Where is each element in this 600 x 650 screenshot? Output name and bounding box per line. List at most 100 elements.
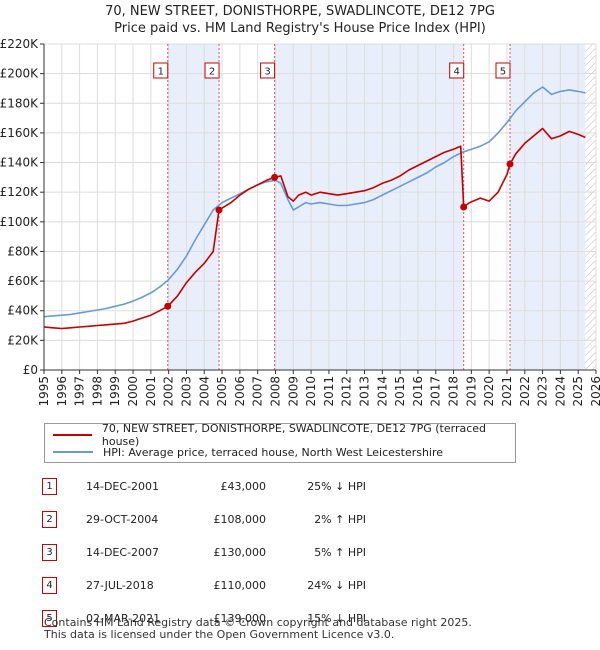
sale-label-box xyxy=(153,62,169,79)
sale-label-box xyxy=(204,62,220,79)
row-number: 5 xyxy=(42,610,57,627)
axes: £0 £20K £40K £60K £80K £100K £120K £140K £160K £1… xyxy=(0,37,600,407)
row-hpi-diff: 5% ↑ HPI xyxy=(314,546,366,559)
table-row: 4 27-JUL-2018 £110,000 24% ↓ HPI xyxy=(42,569,366,602)
x-tick-label: 1997 xyxy=(73,376,87,407)
y-tick-label: £180K xyxy=(0,96,39,110)
shaded-period xyxy=(167,44,220,370)
y-tick-label: £0 xyxy=(23,363,38,377)
x-tick-label: 1996 xyxy=(55,376,69,407)
row-date: 29-OCT-2004 xyxy=(86,513,159,526)
y-tick-label: £100K xyxy=(0,215,39,229)
sale-point xyxy=(215,206,223,214)
y-tick-label: £60K xyxy=(7,274,39,288)
y-tick-label: £140K xyxy=(0,156,39,170)
x-tick-label: 2005 xyxy=(215,376,229,407)
y-tick-label: £220K xyxy=(0,37,39,51)
shaded-period xyxy=(509,44,586,370)
shaded-period xyxy=(274,44,464,370)
legend: 70, NEW STREET, DONISTHORPE, SWADLINCOTE… xyxy=(44,422,516,463)
x-tick-label: 2003 xyxy=(179,376,193,407)
x-tick-label: 2009 xyxy=(286,376,300,407)
sale-points xyxy=(164,160,514,310)
x-tick-label: 2023 xyxy=(536,376,550,407)
row-number: 2 xyxy=(42,511,57,528)
sale-labels: 1 2 3 4 5 xyxy=(153,62,511,79)
hpi-line xyxy=(44,86,586,318)
row-price: £139,000 xyxy=(213,612,267,625)
sale-label-box xyxy=(449,62,465,79)
x-tick-label: 2018 xyxy=(447,376,461,407)
row-price: £108,000 xyxy=(213,513,267,526)
x-tick-label: 2011 xyxy=(322,376,336,407)
sale-label-box xyxy=(495,62,511,79)
sale-label-number: 3 xyxy=(264,67,270,78)
x-tick-label: 2017 xyxy=(429,376,443,407)
x-tick-label: 2020 xyxy=(482,376,496,407)
row-price: £110,000 xyxy=(213,579,267,592)
table-row: 1 14-DEC-2001 £43,000 25% ↓ HPI xyxy=(42,470,366,503)
row-number: 3 xyxy=(42,544,57,561)
legend-label-property: 70, NEW STREET, DONISTHORPE, SWADLINCOTE… xyxy=(101,422,487,448)
shaded-periods xyxy=(167,44,596,370)
row-date: 27-JUL-2018 xyxy=(86,579,154,592)
footer-copyright: Contains HM Land Registry data © Crown c… xyxy=(44,616,472,629)
x-tick-label: 2015 xyxy=(393,376,407,407)
x-tick-label: 2024 xyxy=(553,376,567,407)
x-tick-label: 2025 xyxy=(571,376,585,407)
y-tick-label: £200K xyxy=(0,67,39,81)
sale-label-number: 5 xyxy=(500,67,506,78)
x-tick-label: 2012 xyxy=(340,376,354,407)
x-tick-label: 1999 xyxy=(108,376,122,407)
transactions-table: 1 14-DEC-2001 £43,000 25% ↓ HPI 2 29-OCT… xyxy=(42,470,366,635)
y-tick-label: £80K xyxy=(7,244,39,258)
legend-swatch-hpi xyxy=(53,451,93,453)
sale-label-number: 4 xyxy=(454,67,460,78)
sale-point xyxy=(271,173,279,181)
x-tick-label: 2021 xyxy=(500,376,514,407)
row-hpi-diff: 24% ↓ HPI xyxy=(307,579,366,592)
x-tick-label: 2010 xyxy=(304,376,318,407)
y-tick-label: £120K xyxy=(0,185,39,199)
chart-title: 70, NEW STREET, DONISTHORPE, SWADLINCOTE… xyxy=(105,4,495,19)
sale-label-box xyxy=(260,62,276,79)
x-tick-label: 1995 xyxy=(37,376,51,407)
table-row: 3 14-DEC-2007 £130,000 5% ↑ HPI xyxy=(42,536,366,569)
legend-swatch-property xyxy=(53,434,92,436)
x-tick-label: 1998 xyxy=(90,376,104,407)
x-tick-label: 2002 xyxy=(162,376,176,407)
chart-subtitle: Price paid vs. HM Land Registry's House … xyxy=(114,21,486,36)
gridlines xyxy=(43,43,597,371)
sale-label-number: 2 xyxy=(209,67,215,78)
x-tick-label: 2007 xyxy=(251,376,265,407)
price-chart: 70, NEW STREET, DONISTHORPE, SWADLINCOTE… xyxy=(0,4,600,407)
sale-label-number: 1 xyxy=(158,67,164,78)
x-tick-label: 2022 xyxy=(518,376,532,407)
y-tick-label: £20K xyxy=(7,333,39,347)
x-tick-label: 2004 xyxy=(197,376,211,407)
x-tick-label: 2006 xyxy=(233,376,247,407)
x-tick-label: 2001 xyxy=(144,376,158,407)
y-tick-label: £160K xyxy=(0,126,39,140)
sale-point xyxy=(506,160,514,168)
row-hpi-diff: 15% ↓ HPI xyxy=(307,612,366,625)
legend-label-hpi: HPI: Average price, terraced house, Nort… xyxy=(103,445,444,459)
y-tick-label: £40K xyxy=(7,304,39,318)
legend-item-property: 70, NEW STREET, DONISTHORPE, SWADLINCOTE… xyxy=(53,422,515,448)
row-date: 14-DEC-2007 xyxy=(86,546,160,559)
x-tick-label: 2008 xyxy=(268,376,282,407)
row-price: £43,000 xyxy=(220,480,267,493)
x-tick-label: 2019 xyxy=(464,376,478,407)
sale-point xyxy=(460,203,468,211)
footer: Contains HM Land Registry data © Crown c… xyxy=(44,617,472,641)
x-tick-label: 2000 xyxy=(126,376,140,407)
row-price: £130,000 xyxy=(213,546,267,559)
row-number: 1 xyxy=(42,478,57,495)
row-date: 02-MAR-2021 xyxy=(86,612,161,625)
forecast-hatch xyxy=(585,44,596,370)
table-row: 2 29-OCT-2004 £108,000 2% ↑ HPI xyxy=(42,503,366,536)
legend-item-hpi: HPI: Average price, terraced house, Nort… xyxy=(53,444,443,460)
property-price-line xyxy=(44,127,586,330)
row-date: 14-DEC-2001 xyxy=(86,480,160,493)
row-number: 4 xyxy=(42,577,57,594)
